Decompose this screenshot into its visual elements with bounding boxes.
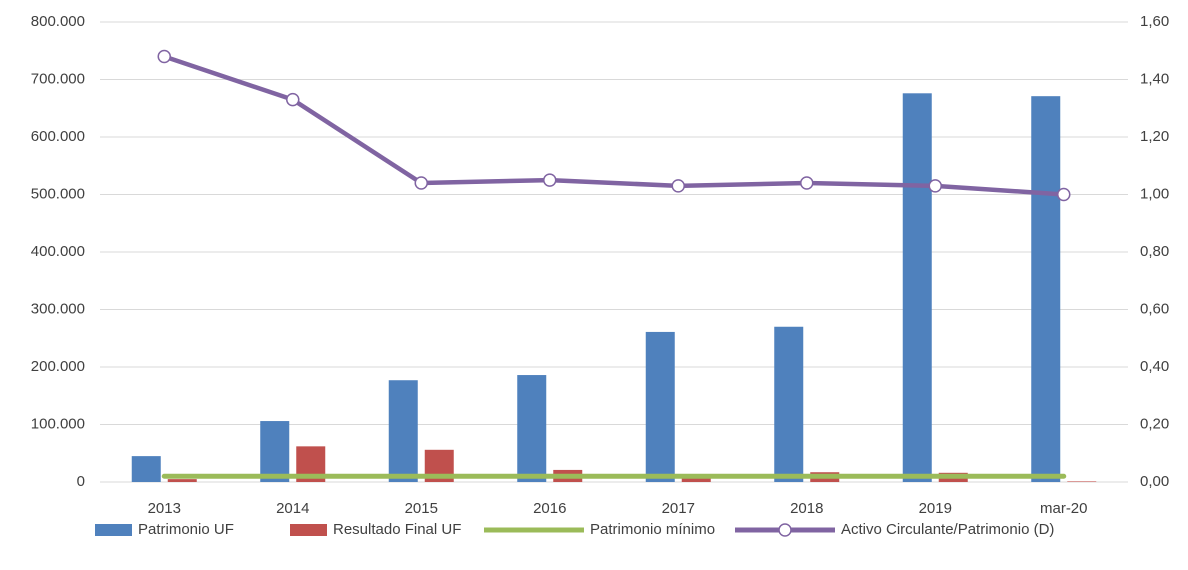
bar (902, 93, 932, 483)
y2-tick-label: 1,00 (1140, 185, 1169, 202)
x-tick-label: 2018 (790, 500, 823, 517)
bar (645, 331, 675, 482)
marker (1057, 187, 1071, 202)
y-tick-label: 300.000 (31, 300, 85, 317)
y2-tick-label: 0,40 (1140, 358, 1169, 375)
y2-tick-label: 0,00 (1140, 473, 1169, 490)
marker (543, 173, 557, 187)
legend-label: Resultado Final UF (333, 521, 461, 538)
x-tick-label: 2015 (405, 500, 438, 517)
x-tick-label: 2014 (276, 500, 309, 517)
y-tick-label: 200.000 (31, 358, 85, 375)
line (162, 54, 1066, 197)
x-tick-label: 2019 (919, 500, 952, 517)
legend-marker (778, 523, 792, 537)
y2-tick-label: 0,20 (1140, 415, 1169, 432)
x-tick-label: 2013 (148, 500, 181, 517)
y-tick-label: 800.000 (31, 13, 85, 30)
legend-label: Patrimonio UF (138, 521, 234, 538)
bar (774, 326, 804, 482)
y2-tick-label: 1,20 (1140, 128, 1169, 145)
legend-swatch (290, 524, 327, 536)
y-tick-label: 400.000 (31, 243, 85, 260)
bar (517, 375, 547, 482)
marker (286, 92, 300, 107)
marker (800, 176, 814, 190)
marker (157, 49, 171, 64)
marker (928, 179, 942, 193)
y2-tick-label: 0,60 (1140, 300, 1169, 317)
marker (671, 179, 685, 193)
y2-tick-label: 1,60 (1140, 13, 1169, 30)
y-tick-label: 500.000 (31, 185, 85, 202)
legend-swatch (95, 524, 132, 536)
x-tick-label: mar-20 (1040, 500, 1088, 517)
bar (260, 421, 290, 482)
marker (414, 176, 428, 190)
y-tick-label: 700.000 (31, 70, 85, 87)
y-tick-label: 600.000 (31, 128, 85, 145)
bar (131, 456, 161, 482)
legend-label: Patrimonio mínimo (590, 521, 715, 538)
y2-tick-label: 0,80 (1140, 243, 1169, 260)
y2-tick-label: 1,40 (1140, 70, 1169, 87)
bar (681, 477, 711, 482)
bar (1031, 96, 1061, 483)
x-tick-label: 2017 (662, 500, 695, 517)
bar (167, 479, 197, 482)
y-tick-label: 0 (77, 473, 85, 490)
x-tick-label: 2016 (533, 500, 566, 517)
legend-label: Activo Circulante/Patrimonio (D) (841, 521, 1054, 538)
bar (388, 380, 418, 482)
bar (1067, 481, 1097, 482)
y-tick-label: 100.000 (31, 415, 85, 432)
